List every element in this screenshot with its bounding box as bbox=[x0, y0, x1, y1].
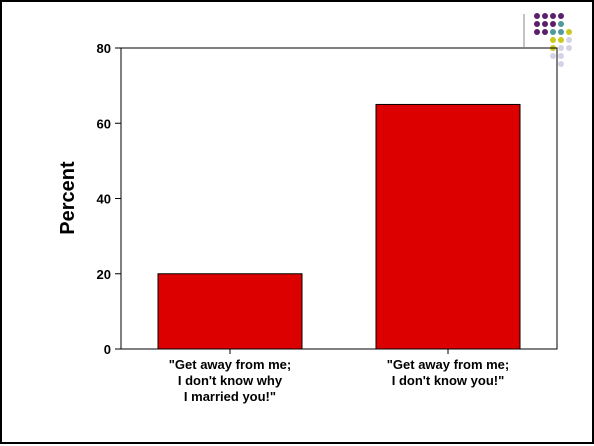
decor-dot bbox=[558, 61, 564, 67]
x-category-label-line: I don't know why bbox=[178, 373, 283, 388]
decor-dot bbox=[534, 21, 540, 27]
decor-dot bbox=[542, 13, 548, 19]
decor-dot bbox=[550, 37, 556, 43]
decor-dot bbox=[558, 13, 564, 19]
y-tick-label: 20 bbox=[97, 267, 111, 282]
decor-dot bbox=[558, 45, 564, 51]
decor-dot bbox=[558, 21, 564, 27]
decor-dot bbox=[566, 45, 572, 51]
decor-dot bbox=[542, 21, 548, 27]
x-category-label-line: "Get away from me; bbox=[169, 357, 291, 372]
x-axis-labels: "Get away from me; I don't know why I marr… bbox=[169, 357, 509, 404]
decor-dot bbox=[566, 37, 572, 43]
decor-dot bbox=[558, 37, 564, 43]
decor-dot bbox=[542, 29, 548, 35]
decor-dot bbox=[550, 21, 556, 27]
decor-dot bbox=[550, 53, 556, 59]
decor-dot bbox=[558, 53, 564, 59]
x-category-label-line: "Get away from me; bbox=[387, 357, 509, 372]
bar bbox=[375, 103, 521, 350]
decor-dot bbox=[566, 29, 572, 35]
bar bbox=[157, 273, 303, 350]
y-tick-label: 0 bbox=[104, 342, 111, 357]
dot-decoration bbox=[534, 13, 572, 67]
x-category-label: "Get away from me; I don't know why I marr… bbox=[169, 357, 291, 404]
x-category-label-line: I married you!" bbox=[184, 389, 276, 404]
decor-dot bbox=[550, 29, 556, 35]
decor-dot bbox=[558, 29, 564, 35]
y-axis: 0 20 40 60 80 bbox=[97, 41, 121, 357]
y-tick-label: 40 bbox=[97, 192, 111, 207]
y-tick-label: 60 bbox=[97, 116, 111, 131]
decor-dot bbox=[534, 29, 540, 35]
decor-dot bbox=[534, 13, 540, 19]
y-axis-title: Percent bbox=[57, 161, 79, 235]
x-category-label: "Get away from me; I don't know you!" bbox=[387, 357, 509, 388]
x-category-label-line: I don't know you!" bbox=[392, 373, 505, 388]
bars bbox=[157, 103, 521, 354]
decor-dot bbox=[550, 13, 556, 19]
y-tick-label: 80 bbox=[97, 41, 111, 56]
